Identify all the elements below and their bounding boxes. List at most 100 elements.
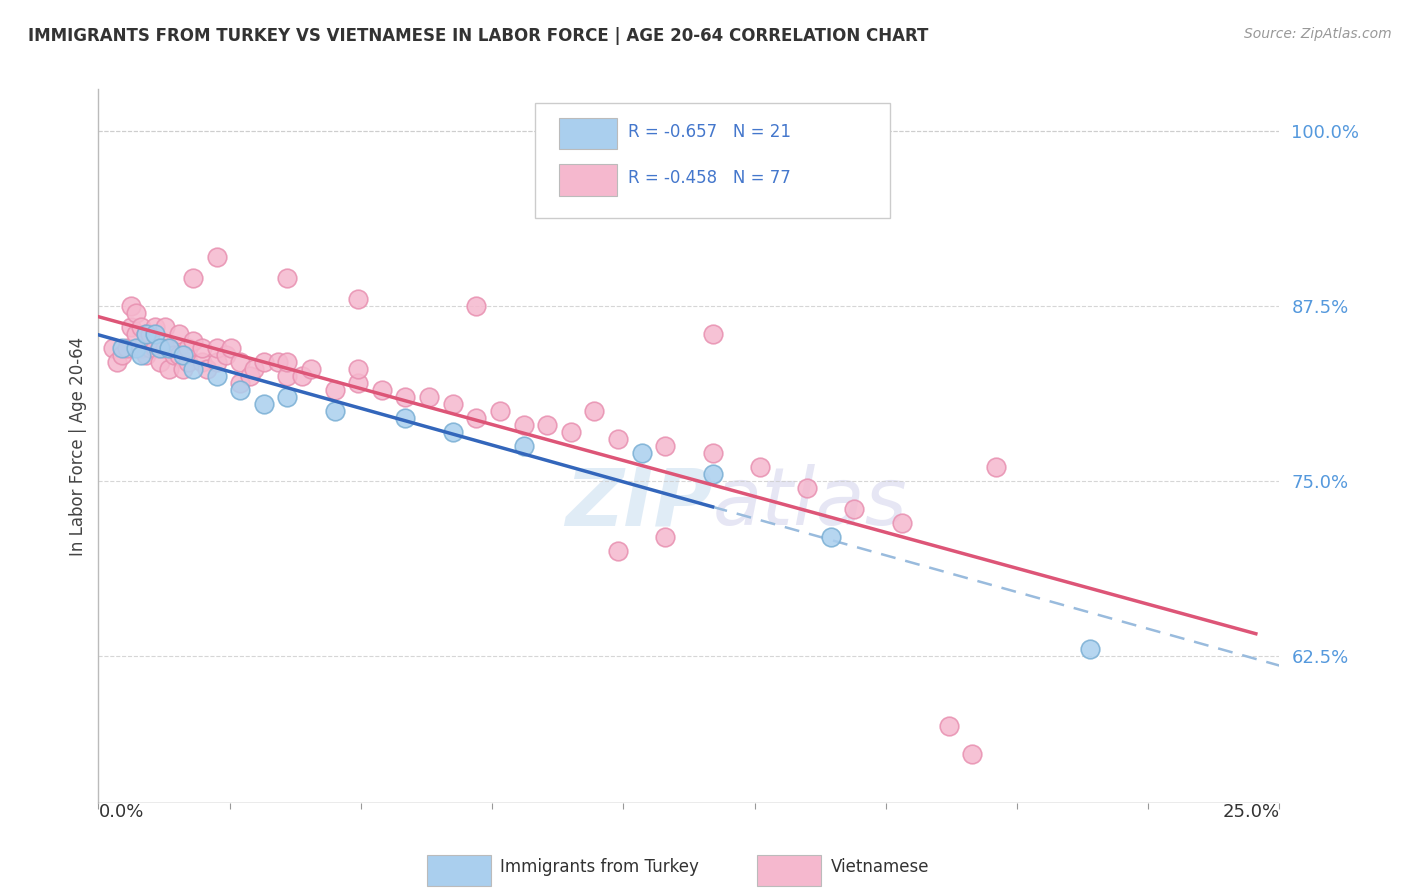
Point (167, 348, 190, 362)
Point (844, 502, 866, 516)
Point (205, 341, 228, 355)
Point (347, 362, 370, 376)
Point (149, 341, 172, 355)
Point (536, 417, 558, 432)
Point (125, 306, 148, 320)
FancyBboxPatch shape (560, 164, 617, 195)
Point (654, 530, 676, 544)
Point (748, 460, 770, 475)
Point (215, 348, 238, 362)
Point (276, 369, 298, 384)
Point (143, 320, 166, 334)
Point (129, 341, 152, 355)
Point (702, 467, 724, 481)
Point (105, 355, 128, 369)
Point (253, 397, 276, 411)
Point (239, 369, 262, 384)
Point (181, 271, 204, 285)
Point (121, 299, 143, 313)
Point (143, 341, 166, 355)
Text: 25.0%: 25.0% (1222, 803, 1279, 821)
Point (129, 320, 152, 334)
Point (153, 320, 176, 334)
Point (276, 355, 298, 369)
Point (139, 341, 162, 355)
Point (489, 404, 512, 418)
Point (157, 341, 180, 355)
Point (143, 327, 166, 342)
Point (163, 348, 186, 362)
Point (418, 390, 440, 404)
Point (465, 299, 488, 313)
Text: IMMIGRANTS FROM TURKEY VS VIETNAMESE IN LABOR FORCE | AGE 20-64 CORRELATION CHAR: IMMIGRANTS FROM TURKEY VS VIETNAMESE IN … (28, 27, 928, 45)
Point (229, 376, 252, 390)
Point (115, 341, 138, 355)
Point (205, 355, 228, 369)
Point (135, 327, 157, 342)
Point (229, 383, 252, 397)
Point (111, 348, 134, 362)
Point (135, 327, 157, 342)
Point (962, 747, 984, 761)
Text: Source: ZipAtlas.com: Source: ZipAtlas.com (1244, 27, 1392, 41)
Point (796, 481, 818, 495)
Point (243, 362, 266, 376)
Point (121, 320, 143, 334)
Point (139, 327, 162, 342)
Point (347, 292, 370, 306)
Point (181, 362, 204, 376)
Point (149, 355, 172, 369)
Text: ZIP: ZIP (565, 464, 713, 542)
Point (191, 355, 214, 369)
Point (512, 417, 534, 432)
Point (267, 355, 290, 369)
Y-axis label: In Labor Force | Age 20-64: In Labor Force | Age 20-64 (69, 336, 87, 556)
Point (195, 362, 218, 376)
Point (938, 719, 960, 733)
Point (129, 348, 152, 362)
Point (441, 425, 464, 439)
Text: Immigrants from Turkey: Immigrants from Turkey (501, 858, 699, 876)
FancyBboxPatch shape (758, 855, 821, 887)
Point (101, 341, 124, 355)
Point (229, 355, 252, 369)
Point (111, 341, 134, 355)
Point (702, 446, 724, 460)
Point (560, 425, 582, 439)
Point (323, 404, 346, 418)
Point (984, 460, 1007, 475)
Point (125, 327, 148, 342)
Point (253, 355, 276, 369)
FancyBboxPatch shape (560, 118, 617, 149)
Point (323, 383, 346, 397)
Point (702, 327, 724, 342)
Point (177, 341, 200, 355)
Point (191, 341, 214, 355)
Point (125, 341, 148, 355)
Point (157, 362, 180, 376)
Point (607, 432, 630, 446)
Text: R = -0.458   N = 77: R = -0.458 N = 77 (627, 169, 790, 187)
Point (205, 250, 228, 264)
Point (607, 544, 630, 558)
FancyBboxPatch shape (536, 103, 890, 218)
Point (465, 411, 488, 425)
Point (153, 341, 176, 355)
Point (276, 390, 298, 404)
Point (654, 439, 676, 453)
Point (205, 369, 228, 384)
Point (290, 369, 312, 384)
Point (583, 404, 606, 418)
Text: Vietnamese: Vietnamese (831, 858, 929, 876)
Point (299, 362, 322, 376)
Point (149, 341, 172, 355)
Text: 0.0%: 0.0% (98, 803, 143, 821)
Point (157, 341, 180, 355)
Text: R = -0.657   N = 21: R = -0.657 N = 21 (627, 123, 790, 141)
Point (135, 348, 157, 362)
Point (394, 390, 416, 404)
Point (441, 397, 464, 411)
Point (820, 530, 842, 544)
Point (276, 271, 298, 285)
Point (512, 439, 534, 453)
